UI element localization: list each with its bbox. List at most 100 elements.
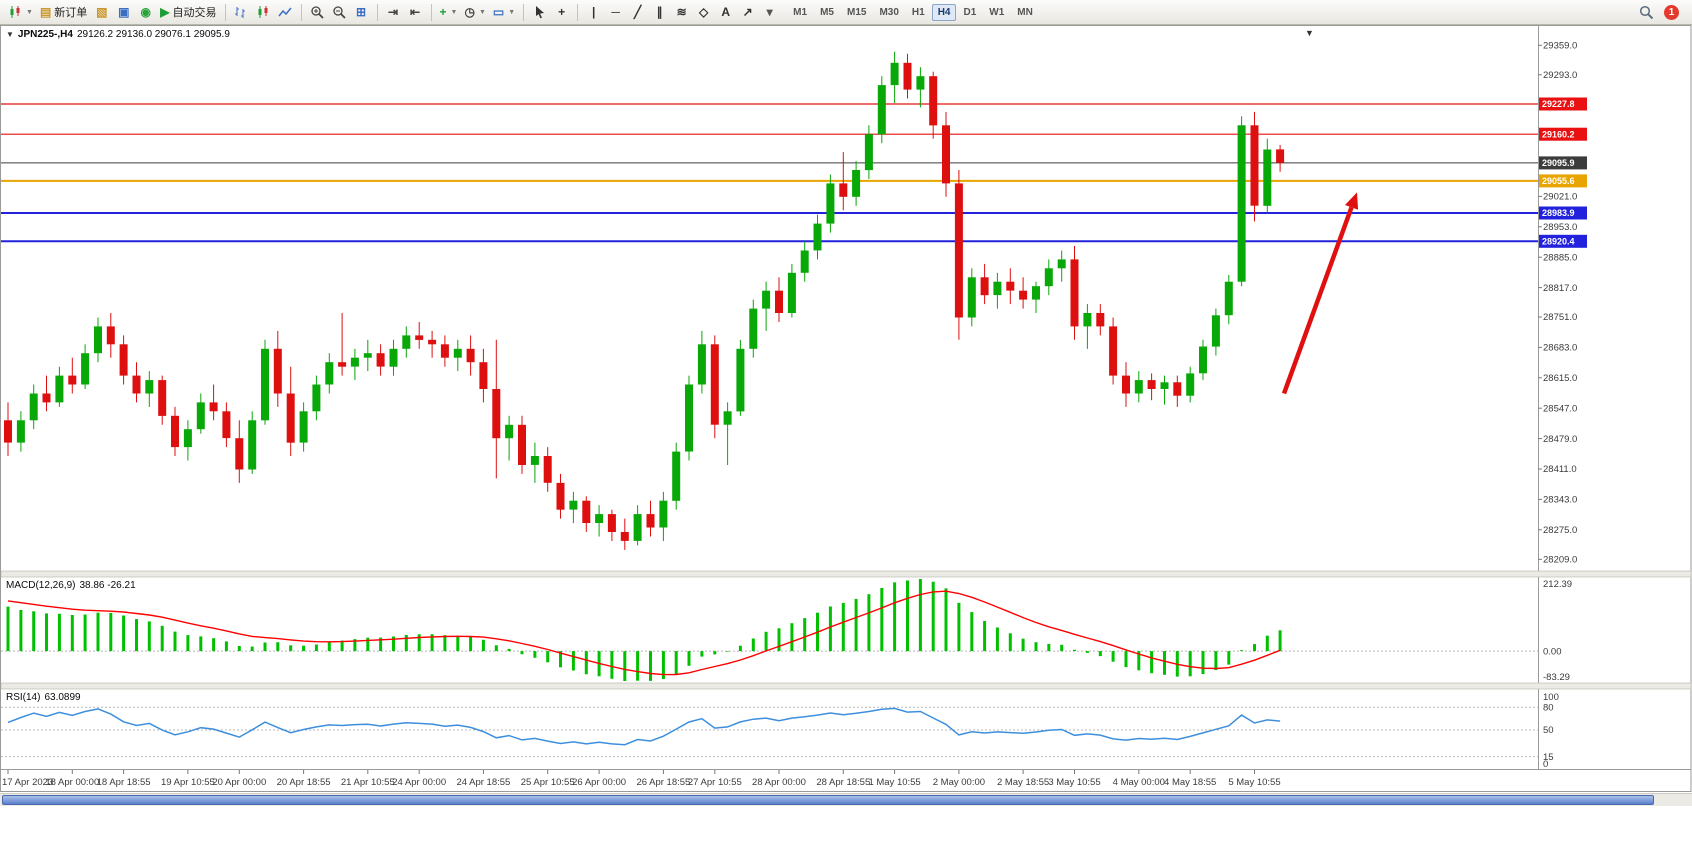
time-axis[interactable] bbox=[1, 770, 1691, 791]
horizontal-scrollbar[interactable] bbox=[0, 793, 1692, 806]
toolbar-separator bbox=[430, 3, 432, 21]
indicators-button[interactable]: + ▼ bbox=[437, 2, 461, 23]
price-axis-label: 28411.0 bbox=[1543, 464, 1577, 475]
timeframe-toolbar: M1 M5 M15 M30 H1 H4 D1 W1 MN bbox=[787, 3, 1039, 21]
scrollbar-thumb[interactable] bbox=[2, 795, 1654, 805]
price-axis-label: 29021.0 bbox=[1543, 192, 1577, 203]
rsi-scale-label: 80 bbox=[1543, 702, 1554, 713]
tile-windows-button[interactable]: ⊞ bbox=[351, 2, 372, 23]
rsi-indicator-label: RSI(14) 63.0899 bbox=[6, 692, 81, 703]
rsi-scale-label: 100 bbox=[1543, 692, 1559, 703]
periods-button[interactable]: ◷ ▼ bbox=[461, 2, 488, 23]
text-button[interactable]: A bbox=[715, 2, 736, 23]
new-order-icon: ▤ bbox=[39, 5, 52, 19]
timeframe-m15[interactable]: M15 bbox=[846, 6, 867, 18]
price-tag: 29160.2 bbox=[1542, 129, 1575, 139]
price-tag: 29095.9 bbox=[1542, 158, 1575, 168]
time-axis-label: 4 May 18:55 bbox=[1164, 777, 1216, 788]
candle-chart-button[interactable] bbox=[253, 2, 274, 23]
time-axis-label: 26 Apr 00:00 bbox=[572, 777, 626, 788]
autotrading-button[interactable]: ▶ 自动交易 bbox=[157, 2, 219, 23]
fibonacci-button[interactable]: ≋ bbox=[671, 2, 692, 23]
shapes-icon: ◇ bbox=[699, 5, 709, 19]
horizontal-line-button[interactable]: ─ bbox=[605, 2, 626, 23]
auto-scroll-button[interactable]: ⇥ bbox=[383, 2, 404, 23]
charts-grid-icon: ▣ bbox=[118, 5, 130, 19]
macd-values: 38.86 -26.21 bbox=[79, 580, 136, 591]
time-axis-label: 2 May 00:00 bbox=[933, 777, 985, 788]
price-axis-label: 28343.0 bbox=[1543, 495, 1577, 506]
templates-icon: ▭ bbox=[492, 5, 505, 19]
price-tag: 28920.4 bbox=[1542, 237, 1575, 247]
chevron-down-icon: ▼ bbox=[450, 8, 458, 16]
price-tag: 28983.9 bbox=[1542, 208, 1575, 218]
macd-scale-max: 212.39 bbox=[1543, 579, 1572, 590]
chart-shift-marker[interactable]: ▼ bbox=[1305, 28, 1314, 38]
price-line-tags: 29227.8 29160.2 29095.9 29055.6 28983.9 28920… bbox=[1539, 97, 1587, 248]
time-axis-label: 26 Apr 18:55 bbox=[636, 777, 690, 788]
arrows-button[interactable]: ↗ bbox=[737, 2, 758, 23]
time-axis-label: 17 Apr 2023 bbox=[2, 777, 53, 788]
one-click-trading-toggle[interactable]: ▼ bbox=[6, 30, 14, 39]
price-axis-label: 29359.0 bbox=[1543, 41, 1577, 52]
navigator-button[interactable]: ◉ bbox=[135, 2, 156, 23]
timeframe-h4[interactable]: H4 bbox=[931, 3, 957, 21]
rsi-label: RSI(14) bbox=[6, 692, 41, 703]
bar-chart-button[interactable] bbox=[231, 2, 252, 23]
zoom-out-button[interactable] bbox=[329, 2, 350, 23]
more-tools-button[interactable]: ▾ bbox=[759, 2, 780, 23]
rsi-value: 63.0899 bbox=[44, 692, 81, 703]
vertical-line-button[interactable]: | bbox=[583, 2, 604, 23]
zoom-out-icon bbox=[332, 5, 346, 19]
timeframe-d1[interactable]: D1 bbox=[963, 6, 977, 18]
panel-splitter[interactable] bbox=[0, 570, 1692, 578]
timeframe-m30[interactable]: M30 bbox=[879, 6, 899, 18]
price-axis[interactable] bbox=[1539, 26, 1691, 769]
price-axis-label: 28683.0 bbox=[1543, 343, 1577, 354]
chart-ohlc-values: 29126.2 29136.0 29076.1 29095.9 bbox=[76, 29, 230, 40]
rsi-scale-label: 50 bbox=[1543, 725, 1554, 736]
notification-badge[interactable]: 1 bbox=[1664, 4, 1679, 20]
cursor-button[interactable] bbox=[529, 2, 550, 23]
time-axis-label: 3 May 10:55 bbox=[1048, 777, 1100, 788]
horizontal-line-icon: ─ bbox=[611, 5, 620, 19]
search-icon[interactable] bbox=[1639, 5, 1654, 20]
channel-button[interactable]: ∥ bbox=[649, 2, 670, 23]
profiles-button[interactable]: ▧ bbox=[91, 2, 112, 23]
chart-window[interactable]: ▼ 29359.0 29293.0 29021.0 28953.0 28885.0 2881… bbox=[0, 25, 1692, 793]
macd-indicator-label: MACD(12,26,9) 38.86 -26.21 bbox=[6, 580, 136, 591]
timeframe-mn[interactable]: MN bbox=[1017, 6, 1033, 18]
shapes-button[interactable]: ◇ bbox=[693, 2, 714, 23]
templates-button[interactable]: ▭ ▼ bbox=[490, 2, 518, 23]
price-axis-label: 28547.0 bbox=[1543, 403, 1577, 414]
macd-signal-line bbox=[7, 590, 1281, 676]
trendline-button[interactable]: ╱ bbox=[627, 2, 648, 23]
chart-shift-icon: ⇤ bbox=[409, 5, 421, 19]
timeframe-h1[interactable]: H1 bbox=[911, 6, 925, 18]
toolbar-separator bbox=[300, 3, 302, 21]
crosshair-button[interactable]: + bbox=[551, 2, 572, 23]
charts-grid-button[interactable]: ▣ bbox=[113, 2, 134, 23]
chart-shift-button[interactable]: ⇤ bbox=[405, 2, 426, 23]
new-order-button[interactable]: ▤ 新订单 bbox=[37, 2, 90, 23]
horizontal-lines[interactable] bbox=[1, 103, 1538, 243]
line-chart-button[interactable] bbox=[275, 2, 296, 23]
toolbar-separator bbox=[224, 3, 226, 21]
chevron-down-icon: ▼ bbox=[478, 8, 486, 16]
timeframe-w1[interactable]: W1 bbox=[989, 6, 1005, 18]
trendline-icon: ╱ bbox=[634, 5, 642, 19]
time-axis-label: 20 Apr 18:55 bbox=[277, 777, 331, 788]
channel-icon: ∥ bbox=[656, 5, 663, 19]
panel-splitter[interactable] bbox=[0, 682, 1692, 690]
timeframe-m5[interactable]: M5 bbox=[820, 6, 834, 18]
trend-arrow[interactable] bbox=[1281, 192, 1359, 395]
crosshair-icon: + bbox=[558, 5, 566, 19]
fibonacci-icon: ≋ bbox=[676, 5, 687, 19]
timeframe-m1[interactable]: M1 bbox=[793, 6, 808, 18]
time-axis-label: 28 Apr 18:55 bbox=[816, 777, 870, 788]
indicators-icon: + bbox=[439, 5, 447, 19]
toolbar-separator bbox=[577, 3, 579, 21]
new-chart-button[interactable]: ▼ bbox=[5, 2, 36, 23]
zoom-in-button[interactable] bbox=[307, 2, 328, 23]
new-order-button-label: 新订单 bbox=[54, 7, 88, 19]
